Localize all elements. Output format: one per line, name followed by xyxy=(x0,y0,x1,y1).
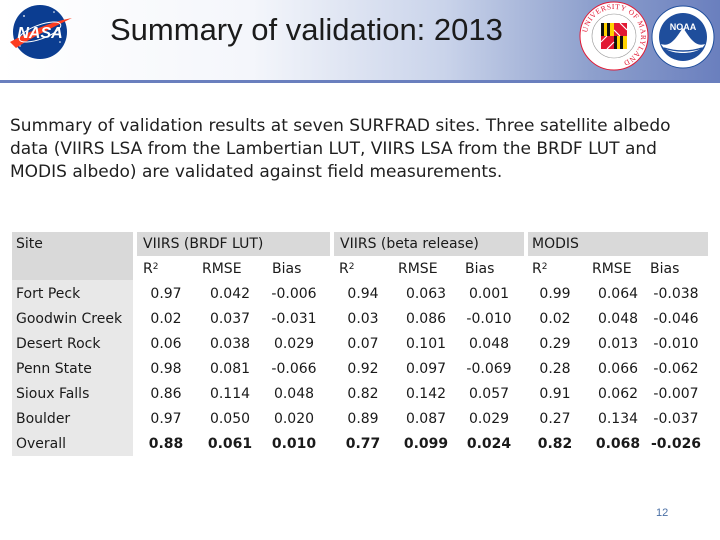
table-cell: 0.029 xyxy=(273,336,315,352)
table-cell: 0.91 xyxy=(539,386,571,402)
table-cell: 0.77 xyxy=(345,436,381,452)
table-cell: 0.001 xyxy=(468,286,510,302)
table-cell: 0.050 xyxy=(209,411,251,427)
group-header-viirs-beta: VIIRS (beta release) xyxy=(340,236,479,252)
noaa-logo-text: NOAA xyxy=(670,22,697,32)
table-cell: -0.031 xyxy=(271,311,317,327)
table-cell: 0.048 xyxy=(273,386,315,402)
table-cell: -0.010 xyxy=(653,336,699,352)
table-cell: 0.087 xyxy=(405,411,447,427)
table-cell: 0.010 xyxy=(271,436,317,452)
site-column-header: Site xyxy=(16,236,43,252)
table-cell: 0.097 xyxy=(405,361,447,377)
group-header-viirs-brdf: VIIRS (BRDF LUT) xyxy=(143,236,264,252)
r2-header: R2 xyxy=(339,261,355,277)
bias-header: Bias xyxy=(272,261,302,277)
nasa-logo: NASA xyxy=(10,5,72,59)
table-cell: 0.038 xyxy=(209,336,251,352)
r2-header: R2 xyxy=(143,261,159,277)
table-cell: 0.068 xyxy=(595,436,641,452)
table-cell: 0.88 xyxy=(148,436,184,452)
table-cell: 0.042 xyxy=(209,286,251,302)
table-cell: 0.92 xyxy=(347,361,379,377)
table-cell: 0.97 xyxy=(150,411,182,427)
page-number: 12 xyxy=(656,507,669,519)
table-row-site: Boulder xyxy=(16,411,71,427)
table-cell: 0.024 xyxy=(466,436,512,452)
rmse-header: RMSE xyxy=(202,261,242,277)
table-row-site: Desert Rock xyxy=(16,336,101,352)
noaa-logo: NOAA xyxy=(651,5,715,69)
table-cell: 0.89 xyxy=(347,411,379,427)
umd-seal-logo: UNIVERSITY OF MARYLAND xyxy=(579,1,649,71)
table-cell: 0.114 xyxy=(209,386,251,402)
table-cell: 0.063 xyxy=(405,286,447,302)
table-cell: 0.048 xyxy=(468,336,510,352)
rmse-header: RMSE xyxy=(592,261,632,277)
table-cell: 0.062 xyxy=(597,386,639,402)
table-cell: -0.037 xyxy=(653,411,699,427)
viirs-beta-header-band xyxy=(334,232,524,256)
table-cell: 0.03 xyxy=(347,311,379,327)
modis-header-band xyxy=(528,232,708,256)
table-cell: 0.07 xyxy=(347,336,379,352)
header-divider xyxy=(0,80,720,83)
bias-header: Bias xyxy=(465,261,495,277)
table-cell: 0.057 xyxy=(468,386,510,402)
table-cell: 0.29 xyxy=(539,336,571,352)
table-cell: 0.27 xyxy=(539,411,571,427)
table-cell: 0.134 xyxy=(597,411,639,427)
table-cell: -0.069 xyxy=(466,361,512,377)
table-cell: 0.066 xyxy=(597,361,639,377)
r2-header: R2 xyxy=(532,261,548,277)
group-header-modis: MODIS xyxy=(532,236,579,252)
table-cell: 0.081 xyxy=(209,361,251,377)
table-row-site: Overall xyxy=(16,436,67,452)
intro-paragraph: Summary of validation results at seven S… xyxy=(10,116,671,182)
rmse-header: RMSE xyxy=(398,261,438,277)
table-cell: -0.038 xyxy=(653,286,699,302)
table-cell: 0.142 xyxy=(405,386,447,402)
table-cell: 0.82 xyxy=(347,386,379,402)
table-cell: 0.101 xyxy=(405,336,447,352)
table-cell: 0.099 xyxy=(403,436,449,452)
table-row-site: Goodwin Creek xyxy=(16,311,123,327)
table-cell: 0.02 xyxy=(150,311,182,327)
table-row-site: Sioux Falls xyxy=(16,386,90,402)
table-cell: 0.97 xyxy=(150,286,182,302)
table-cell: 0.086 xyxy=(405,311,447,327)
table-cell: 0.061 xyxy=(207,436,253,452)
table-cell: -0.006 xyxy=(271,286,317,302)
table-cell: 0.06 xyxy=(150,336,182,352)
table-row-site: Penn State xyxy=(16,361,92,377)
table-cell: 0.98 xyxy=(150,361,182,377)
table-cell: 0.94 xyxy=(347,286,379,302)
table-cell: 0.064 xyxy=(597,286,639,302)
slide-title: Summary of validation: 2013 xyxy=(110,12,503,47)
table-cell: 0.048 xyxy=(597,311,639,327)
site-header-band xyxy=(12,232,133,280)
table-cell: 0.99 xyxy=(539,286,571,302)
table-cell: -0.007 xyxy=(653,386,699,402)
table-cell: 0.02 xyxy=(539,311,571,327)
table-cell: 0.020 xyxy=(273,411,315,427)
table-cell: 0.029 xyxy=(468,411,510,427)
table-cell: -0.010 xyxy=(466,311,512,327)
table-cell: -0.062 xyxy=(653,361,699,377)
table-row-site: Fort Peck xyxy=(16,286,81,302)
table-cell: 0.013 xyxy=(597,336,639,352)
nasa-logo-text: NASA xyxy=(17,25,62,42)
table-cell: 0.82 xyxy=(537,436,573,452)
viirs-brdf-header-band xyxy=(137,232,330,256)
table-cell: 0.86 xyxy=(150,386,182,402)
site-column-band xyxy=(12,280,133,456)
table-cell: 0.037 xyxy=(209,311,251,327)
table-cell: -0.066 xyxy=(271,361,317,377)
table-cell: 0.28 xyxy=(539,361,571,377)
validation-table: Site VIIRS (BRDF LUT) VIIRS (beta releas… xyxy=(12,232,708,457)
table-cell: -0.046 xyxy=(653,311,699,327)
table-cell: -0.026 xyxy=(650,436,702,452)
bias-header: Bias xyxy=(650,261,680,277)
